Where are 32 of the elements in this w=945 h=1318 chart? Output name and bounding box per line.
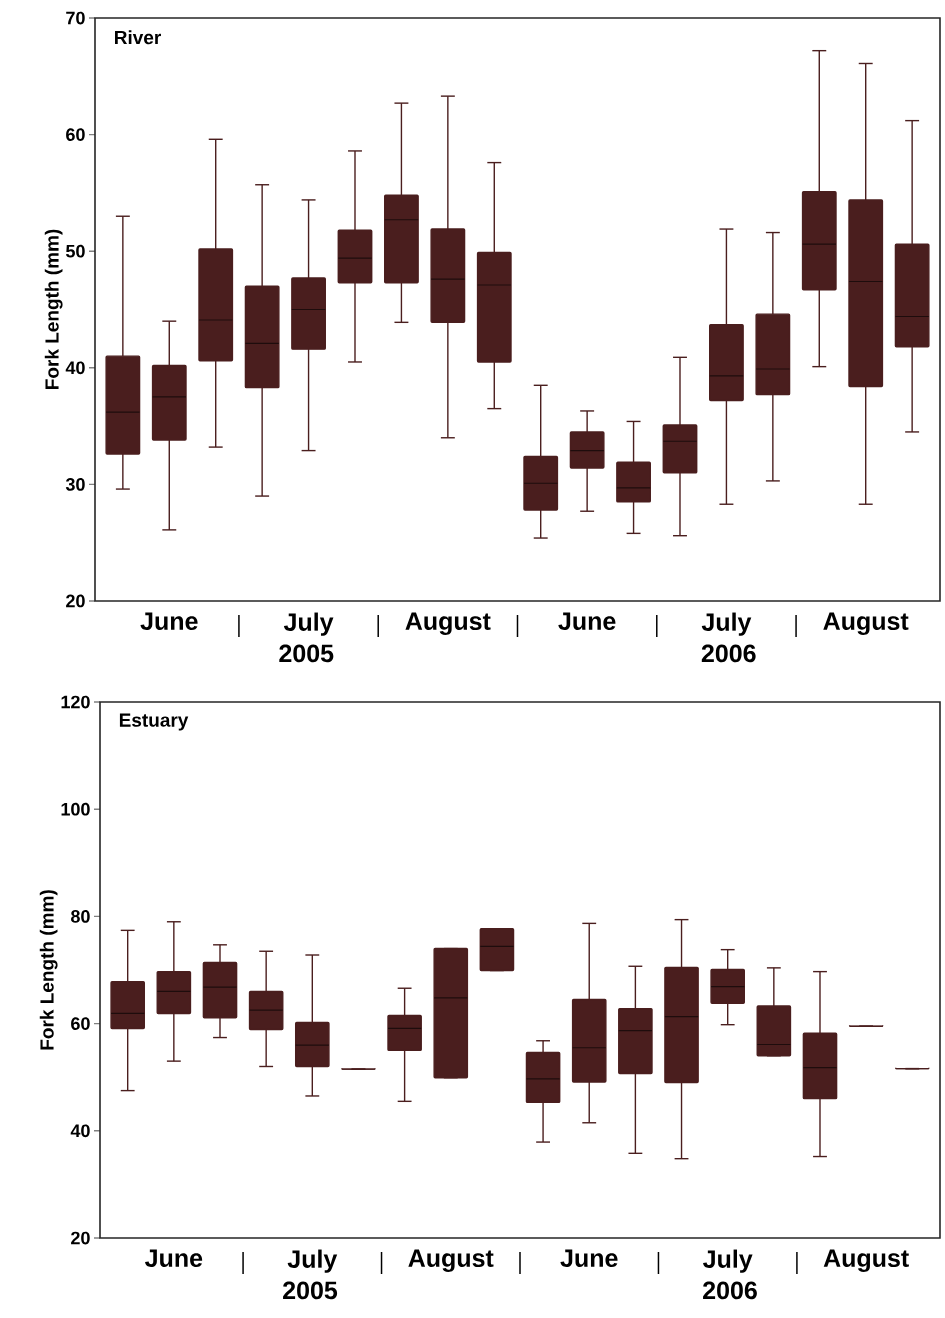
y-tick-label: 20 [66,594,85,608]
y-tick-label: 120 [61,695,90,709]
x-tick-label: August [405,612,491,636]
text: 2006 [701,644,756,663]
x-tick-label: June [560,1249,618,1267]
y-tick-label: 40 [70,1124,90,1138]
y-axis-title: Fork Length (mm) [39,890,58,1050]
x-tick-label: July [287,1249,338,1273]
x-tick-label: July [701,612,752,636]
x-tick-label: July [283,612,334,636]
y-tick-label: 20 [71,1231,90,1245]
x-tick-label: August [823,612,909,636]
x-tick-label: August [408,1249,494,1273]
x-tick-label: June [558,612,616,630]
y-tick-label: 80 [71,910,90,923]
y-tick-label: 50 [65,244,85,258]
text: 2005 [283,1281,338,1300]
x-tick-label: July [703,1249,753,1273]
text: 2006 [703,1281,757,1300]
y-tick-label: 40 [65,361,85,375]
x-tick-label: June [140,612,198,630]
y-axis-title: Fork Length (mm) [44,229,63,389]
y-tick-label: 60 [66,128,85,141]
y-tick-label: 70 [66,11,85,25]
text: 2005 [279,644,334,663]
text: Estuary [119,713,189,731]
y-tick-label: 60 [71,1017,90,1030]
x-tick-label: June [145,1249,203,1267]
y-tick-label: 100 [61,802,90,816]
x-tick-label: August [823,1249,909,1273]
text: River [115,30,161,45]
y-tick-label: 30 [65,478,85,491]
